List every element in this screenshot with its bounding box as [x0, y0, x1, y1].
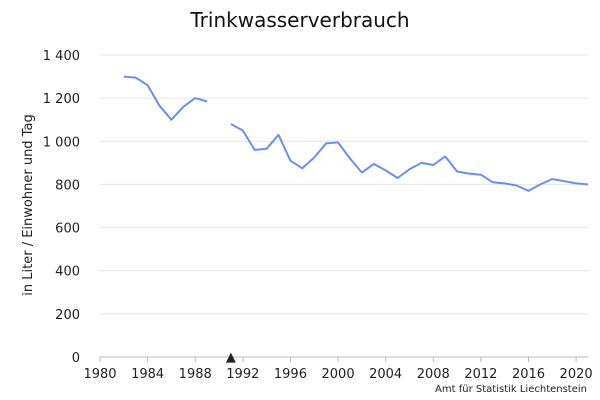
y-tick-label: 1 000 [43, 135, 80, 150]
break-marker-icon: ▲ [226, 350, 236, 365]
chart-title: Trinkwasserverbrauch [189, 8, 409, 32]
data-lines [123, 75, 589, 192]
series-line-segment [230, 123, 589, 192]
x-tick-label: 2000 [322, 367, 355, 382]
source-note: Amt für Statistik Liechtenstein [435, 384, 587, 395]
x-tick-label: 1984 [131, 367, 164, 382]
x-tick-label: 2016 [512, 367, 545, 382]
y-axis-label: in Liter / Einwohner und Tag [21, 114, 36, 295]
y-tick-label: 600 [55, 222, 80, 237]
x-tick-label: 2012 [464, 367, 497, 382]
gridlines [100, 54, 588, 315]
axes [99, 356, 588, 362]
y-tick-label: 200 [55, 308, 80, 323]
y-tick-label: 1 400 [43, 49, 80, 64]
x-tick-label: 1988 [179, 367, 212, 382]
x-tick-label: 1992 [226, 367, 259, 382]
series-line-segment [123, 75, 208, 121]
y-tick-label: 1 200 [43, 92, 80, 107]
x-tick-label: 2020 [560, 367, 593, 382]
y-tick-label: 0 [72, 351, 80, 366]
y-tick-label: 400 [55, 265, 80, 280]
x-tick-label: 2008 [417, 367, 450, 382]
x-tick-label: 1996 [274, 367, 307, 382]
y-tick-label: 800 [55, 178, 80, 193]
x-tick-label: 1980 [83, 367, 116, 382]
x-tick-label: 2004 [369, 367, 402, 382]
tick-labels: 0 200 400 600 800 1 000 1 200 1 400 1980 1984 1988… [43, 49, 593, 382]
